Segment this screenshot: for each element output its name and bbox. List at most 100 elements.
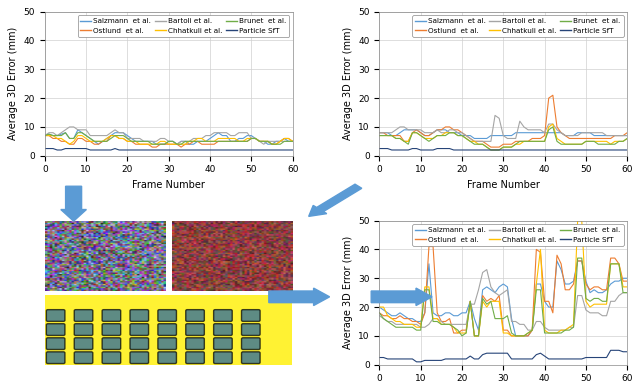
FancyBboxPatch shape [130, 352, 148, 364]
Bartoli et al. [41, 133, 49, 138]
Salzmann  et al. [467, 133, 474, 138]
Particle SfT [103, 148, 111, 152]
Particle SfT [623, 350, 631, 354]
FancyBboxPatch shape [214, 352, 232, 364]
Bartoli et al. [623, 133, 631, 138]
Particle SfT [429, 148, 437, 152]
Ostlund  et al. [549, 93, 557, 97]
Bartoli et al. [264, 139, 272, 144]
Chhatkuli et al. [487, 148, 495, 152]
Brunet  et al. [574, 256, 582, 260]
Salzmann  et al. [99, 139, 106, 144]
Brunet  et al. [529, 139, 536, 144]
Bartoli et al. [598, 130, 606, 135]
Salzmann  et al. [553, 259, 561, 263]
Bartoli et al. [462, 133, 470, 138]
Chhatkuli et al. [41, 133, 49, 138]
Chhatkuli et al. [376, 305, 383, 309]
Brunet  et al. [95, 139, 102, 144]
Salzmann  et al. [181, 139, 189, 144]
Brunet  et al. [487, 148, 495, 152]
Salzmann  et al. [433, 314, 441, 318]
Chhatkuli et al. [194, 136, 202, 141]
FancyBboxPatch shape [102, 310, 121, 321]
Chhatkuli et al. [433, 133, 441, 138]
Bartoli et al. [598, 314, 606, 318]
Chhatkuli et al. [598, 302, 606, 307]
Ostlund  et al. [433, 128, 441, 132]
Y-axis label: Average 3D Error (mm): Average 3D Error (mm) [342, 27, 353, 140]
Line: Brunet  et al.: Brunet et al. [45, 133, 292, 144]
Ostlund  et al. [467, 299, 474, 304]
Chhatkuli et al. [376, 133, 383, 138]
Salzmann  et al. [438, 128, 445, 132]
Line: Salzmann  et al.: Salzmann et al. [380, 261, 627, 336]
Brunet  et al. [529, 328, 536, 333]
Chhatkuli et al. [462, 331, 470, 335]
Ostlund  et al. [532, 247, 540, 252]
Line: Bartoli et al.: Bartoli et al. [380, 270, 627, 330]
Salzmann  et al. [198, 139, 205, 144]
Bartoli et al. [198, 136, 205, 141]
Salzmann  et al. [136, 139, 143, 144]
Bartoli et al. [66, 125, 74, 129]
Particle SfT [376, 146, 383, 151]
Particle SfT [429, 358, 437, 363]
FancyBboxPatch shape [130, 338, 148, 350]
Ostlund  et al. [90, 142, 98, 147]
Salzmann  et al. [376, 305, 383, 309]
Brunet  et al. [132, 139, 140, 144]
Particle SfT [438, 146, 445, 151]
Chhatkuli et al. [66, 142, 74, 147]
Ostlund  et al. [194, 139, 202, 144]
Line: Brunet  et al.: Brunet et al. [380, 258, 627, 336]
Brunet  et al. [433, 133, 441, 138]
Ostlund  et al. [598, 288, 606, 292]
Brunet  et al. [61, 130, 69, 135]
Chhatkuli et al. [598, 139, 606, 144]
Chhatkuli et al. [623, 284, 631, 289]
Bartoli et al. [491, 113, 499, 118]
Ostlund  et al. [487, 145, 495, 149]
Particle SfT [467, 148, 474, 152]
Salzmann  et al. [429, 130, 437, 135]
FancyBboxPatch shape [46, 324, 65, 336]
Bartoli et al. [132, 136, 140, 141]
Chhatkuli et al. [462, 136, 470, 141]
Particle SfT [595, 355, 602, 360]
FancyBboxPatch shape [241, 310, 260, 321]
Bartoli et al. [623, 290, 631, 295]
Ostlund  et al. [623, 279, 631, 284]
FancyBboxPatch shape [74, 310, 93, 321]
FancyBboxPatch shape [241, 338, 260, 350]
Bartoli et al. [103, 133, 111, 138]
Bartoli et al. [181, 139, 189, 144]
Ostlund  et al. [462, 133, 470, 138]
Ostlund  et al. [148, 145, 156, 149]
Ostlund  et al. [289, 139, 296, 144]
Chhatkuli et al. [512, 334, 520, 338]
FancyBboxPatch shape [214, 338, 232, 350]
Chhatkuli et al. [529, 139, 536, 144]
FancyBboxPatch shape [130, 324, 148, 336]
FancyBboxPatch shape [214, 324, 232, 336]
Chhatkuli et al. [470, 334, 478, 338]
Brunet  et al. [598, 299, 606, 304]
Ostlund  et al. [438, 319, 445, 324]
Salzmann  et al. [532, 130, 540, 135]
Salzmann  et al. [529, 328, 536, 333]
Ostlund  et al. [128, 139, 136, 144]
FancyBboxPatch shape [214, 310, 232, 321]
Line: Particle SfT: Particle SfT [45, 149, 292, 150]
FancyBboxPatch shape [158, 310, 177, 321]
Salzmann  et al. [425, 262, 433, 266]
Brunet  et al. [462, 136, 470, 141]
FancyBboxPatch shape [102, 338, 121, 350]
FancyBboxPatch shape [46, 352, 65, 364]
Brunet  et al. [41, 133, 49, 138]
Salzmann  et al. [470, 136, 478, 141]
Particle SfT [95, 148, 102, 152]
X-axis label: Frame Number: Frame Number [467, 180, 540, 190]
Brunet  et al. [376, 310, 383, 315]
Chhatkuli et al. [95, 139, 102, 144]
